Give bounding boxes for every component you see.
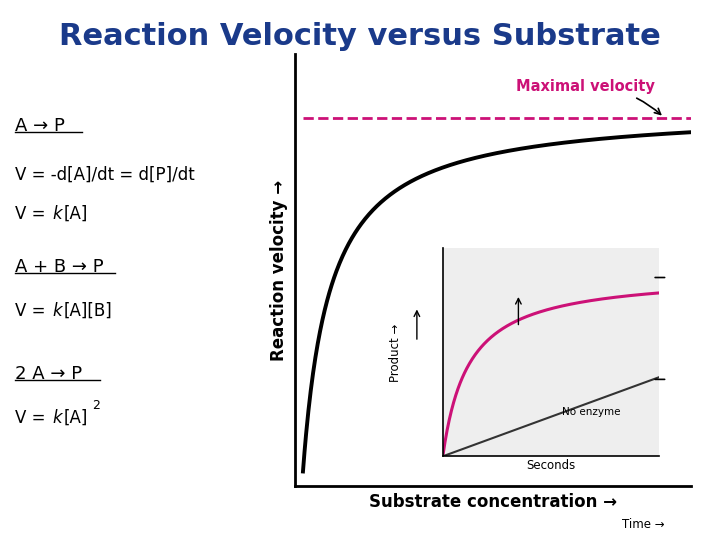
Text: k: k xyxy=(53,302,63,320)
Text: k: k xyxy=(53,409,63,427)
Text: [A][B]: [A][B] xyxy=(63,302,112,320)
Text: Maximal velocity: Maximal velocity xyxy=(516,79,661,114)
Text: Reaction Velocity versus Substrate: Reaction Velocity versus Substrate xyxy=(59,22,661,51)
Text: [A]: [A] xyxy=(63,409,88,427)
Text: 2: 2 xyxy=(92,399,100,412)
Text: 2 A → P: 2 A → P xyxy=(15,365,82,383)
Text: A + B → P: A + B → P xyxy=(15,258,104,276)
Text: V =: V = xyxy=(15,302,51,320)
Text: Time →: Time → xyxy=(622,518,665,531)
Text: A → P: A → P xyxy=(15,117,65,135)
Text: V =: V = xyxy=(15,205,51,222)
Y-axis label: Reaction velocity →: Reaction velocity → xyxy=(270,179,288,361)
Text: V = -d[A]/dt = d[P]/dt: V = -d[A]/dt = d[P]/dt xyxy=(15,166,195,184)
Text: k: k xyxy=(53,205,63,222)
X-axis label: Seconds: Seconds xyxy=(526,459,575,472)
X-axis label: Substrate concentration →: Substrate concentration → xyxy=(369,493,617,511)
Text: Product →: Product → xyxy=(389,323,402,382)
Text: [A]: [A] xyxy=(63,205,88,222)
Text: No enzyme: No enzyme xyxy=(562,407,620,417)
Text: V =: V = xyxy=(15,409,51,427)
